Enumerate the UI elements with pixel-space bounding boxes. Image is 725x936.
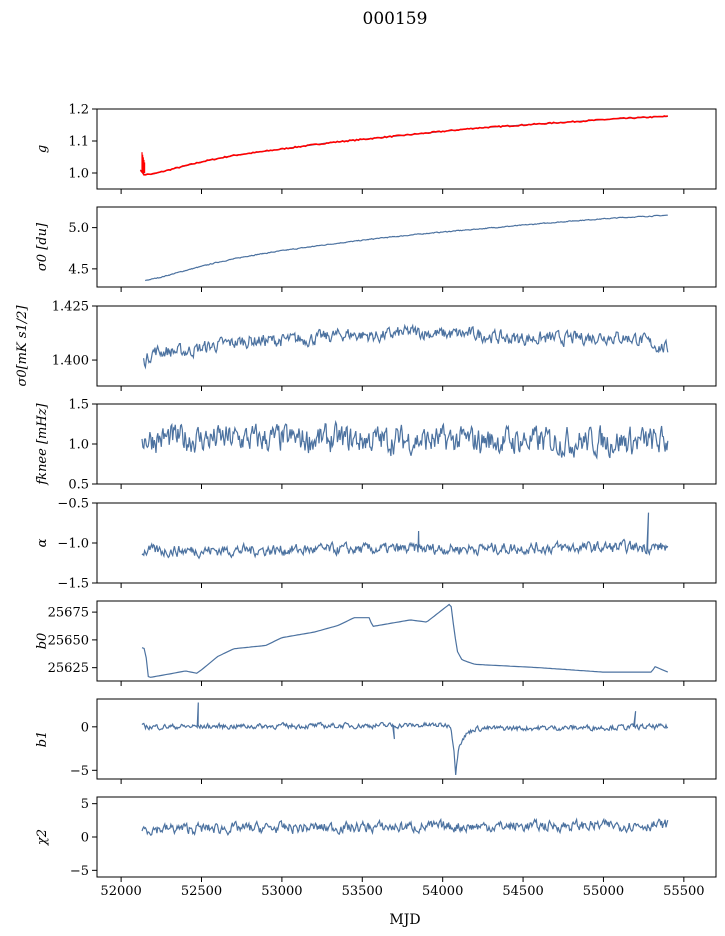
y-tick-label: 0 — [81, 831, 89, 846]
x-tick-label: 53000 — [261, 884, 302, 899]
series-line — [141, 419, 669, 460]
panel-5: −1.5 −1.0 −0.5 α — [35, 497, 717, 592]
fit-line — [139, 115, 669, 176]
panel-frame — [96, 305, 717, 387]
x-tick-label: 52500 — [181, 884, 222, 899]
x-tick-label: 54500 — [502, 884, 543, 899]
y-tick-label: 4.5 — [68, 262, 89, 277]
y-tick-label: 25625 — [48, 661, 89, 676]
panel-frame — [96, 796, 717, 878]
panel-7: −5 0 b1 — [35, 698, 717, 784]
y-tick-label: 25675 — [48, 606, 89, 621]
series-line — [141, 702, 669, 775]
series-line — [144, 214, 668, 282]
y-tick-label: −5 — [70, 864, 89, 879]
y-axis-label: g — [35, 145, 50, 153]
panel-4: 0.5 1.0 1.5 fknee [mHz] — [35, 398, 717, 493]
y-tick-label: 1.1 — [68, 135, 89, 150]
series-line — [141, 512, 669, 560]
panels: 1.0 1.1 1.2 g 4.5 5.0 σ0 [du] 1.400 1.425 σ0[mK s… — [15, 103, 717, 899]
series-line — [141, 603, 669, 678]
series-line — [141, 817, 669, 837]
y-tick-label: 5 — [81, 797, 89, 812]
x-axis-label: MJD — [389, 912, 420, 928]
x-tick-label: 55500 — [663, 884, 704, 899]
y-tick-label: 1.2 — [68, 103, 89, 118]
y-axis-label: σ0[mK s1/2] — [15, 305, 30, 387]
y-axis-label: χ2 — [35, 829, 50, 846]
x-tick-label: 54000 — [422, 884, 463, 899]
series-line — [143, 323, 669, 370]
y-axis-label: σ0 [du] — [35, 222, 50, 271]
y-axis-label: b0 — [35, 633, 50, 650]
panel-2: 4.5 5.0 σ0 [du] — [35, 206, 717, 292]
panel-frame — [96, 502, 717, 584]
series-line — [139, 115, 668, 176]
y-tick-label: 25650 — [48, 633, 89, 648]
panel-6: 25625 25650 25675 b0 — [35, 600, 717, 686]
panel-frame — [96, 108, 717, 190]
panel-frame — [96, 698, 717, 780]
y-tick-label: 0 — [81, 720, 89, 735]
x-tick-label: 53500 — [342, 884, 383, 899]
figure-title: 000159 — [363, 9, 428, 29]
y-tick-label: −1.5 — [57, 577, 89, 592]
panel-8: 52000 52500 53000 53500 54000 54500 55000 55500… — [35, 796, 717, 899]
y-axis-label: b1 — [35, 731, 50, 748]
y-tick-label: 1.425 — [52, 300, 89, 315]
y-tick-label: 0.5 — [68, 478, 89, 493]
y-tick-label: −0.5 — [57, 497, 89, 512]
y-tick-label: 1.400 — [52, 354, 89, 369]
y-tick-label: 1.5 — [68, 398, 89, 413]
x-tick-label: 52000 — [100, 884, 141, 899]
panel-1: 1.0 1.1 1.2 g — [35, 103, 717, 194]
panel-frame — [96, 600, 717, 682]
panel-frame — [96, 206, 717, 288]
y-tick-label: −5 — [70, 764, 89, 779]
panel-3: 1.400 1.425 σ0[mK s1/2] — [15, 300, 717, 391]
y-tick-label: 5.0 — [68, 221, 89, 236]
y-tick-label: −1.0 — [57, 537, 89, 552]
y-axis-label: fknee [mHz] — [35, 402, 50, 485]
y-axis-label: α — [35, 538, 50, 547]
y-tick-label: 1.0 — [68, 167, 89, 182]
y-tick-label: 1.0 — [68, 438, 89, 453]
x-tick-label: 55000 — [583, 884, 624, 899]
